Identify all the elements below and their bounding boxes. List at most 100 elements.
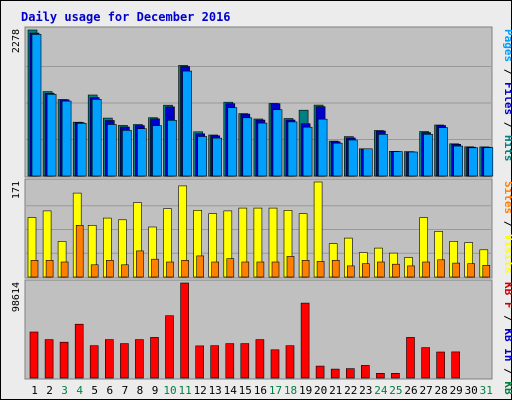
bar-kb-f-day-18 bbox=[285, 345, 295, 379]
bar-pages-day-13 bbox=[212, 137, 222, 177]
legend-entry: / bbox=[502, 62, 512, 82]
day-label-5: 5 bbox=[91, 384, 98, 397]
legend-entry: KB In bbox=[502, 328, 512, 361]
bar-pages-day-27 bbox=[423, 134, 433, 177]
bar-kb-f-day-8 bbox=[135, 339, 144, 379]
bar-kb-f-day-9 bbox=[150, 337, 159, 379]
day-label-19: 19 bbox=[299, 384, 312, 397]
legend-entry: Visits bbox=[502, 234, 512, 274]
bar-sites-day-6 bbox=[106, 259, 114, 278]
panel-3-legend: KB F / KB In / KB Out bbox=[502, 282, 512, 401]
day-label-22: 22 bbox=[344, 384, 357, 397]
bar-pages-day-25 bbox=[393, 151, 403, 177]
day-label-17: 17 bbox=[269, 384, 282, 397]
bar-sites-day-26 bbox=[407, 265, 415, 278]
bar-pages-day-6 bbox=[107, 124, 117, 177]
bar-kb-f-day-10 bbox=[165, 315, 174, 379]
bar-pages-day-18 bbox=[287, 121, 298, 177]
day-label-3: 3 bbox=[61, 384, 68, 397]
bar-pages-day-28 bbox=[438, 127, 448, 177]
bar-sites-day-10 bbox=[166, 261, 174, 278]
day-label-21: 21 bbox=[329, 384, 342, 397]
bar-kb-f-day-7 bbox=[120, 343, 129, 379]
bar-sites-day-7 bbox=[121, 264, 129, 278]
bar-sites-day-25 bbox=[392, 263, 400, 278]
bar-sites-day-18 bbox=[286, 256, 295, 278]
bar-pages-day-3 bbox=[61, 100, 72, 177]
bar-pages-day-30 bbox=[468, 147, 479, 177]
panel-2-legend: Sites / Visits bbox=[502, 181, 512, 274]
legend-entry: Sites bbox=[502, 181, 512, 214]
legend-entry: / bbox=[502, 214, 512, 234]
bar-sites-day-30 bbox=[467, 263, 476, 278]
bar-sites-day-20 bbox=[316, 261, 325, 278]
bar-kb-f-day-14 bbox=[225, 343, 235, 379]
bar-sites-day-17 bbox=[271, 261, 280, 278]
panel-1: 2278 Pages / Files / Hits bbox=[11, 26, 512, 178]
bar-pages-day-9 bbox=[152, 125, 162, 177]
bar-sites-day-24 bbox=[377, 261, 385, 278]
bar-pages-day-11 bbox=[182, 70, 192, 177]
panel-3: 98614 KB F / KB In / KB Out bbox=[11, 279, 512, 406]
bar-pages-day-29 bbox=[453, 145, 464, 177]
bar-kb-f-day-4 bbox=[74, 323, 84, 379]
bar-pages-day-26 bbox=[408, 151, 418, 177]
bar-kb-f-day-5 bbox=[89, 345, 99, 379]
bar-kb-f-day-23 bbox=[360, 365, 370, 379]
bar-sites-day-3 bbox=[60, 261, 69, 278]
chart-title: Daily usage for December 2016 bbox=[21, 10, 231, 24]
day-label-15: 15 bbox=[239, 384, 252, 397]
bar-sites-day-5 bbox=[90, 264, 99, 278]
day-label-10: 10 bbox=[163, 384, 176, 397]
day-label-1: 1 bbox=[31, 384, 38, 397]
day-label-23: 23 bbox=[359, 384, 372, 397]
bar-kb-f-day-11 bbox=[180, 282, 189, 379]
day-label-27: 27 bbox=[419, 384, 432, 397]
bar-sites-day-14 bbox=[226, 258, 235, 278]
bar-kb-f-day-13 bbox=[210, 345, 219, 379]
bar-sites-day-4 bbox=[75, 225, 84, 278]
legend-entry: Files bbox=[502, 82, 512, 115]
bar-pages-day-21 bbox=[332, 142, 343, 177]
day-label-12: 12 bbox=[194, 384, 207, 397]
day-label-25: 25 bbox=[389, 384, 402, 397]
bar-pages-day-5 bbox=[91, 99, 102, 177]
bar-pages-day-16 bbox=[257, 122, 268, 177]
bar-sites-day-22 bbox=[346, 265, 355, 278]
bar-kb-f-day-25 bbox=[391, 372, 400, 379]
legend-entry: / bbox=[502, 362, 512, 382]
bar-pages-day-23 bbox=[362, 148, 373, 177]
bar-sites-day-21 bbox=[331, 259, 340, 278]
day-label-24: 24 bbox=[374, 384, 388, 397]
panel-1-legend: Pages / Files / Hits bbox=[502, 29, 512, 162]
day-labels: 1 2 3 4 5 6 7 8 9 10 11 12 13 14 15 16 17 18 19 20 21 22 23 24 2… bbox=[31, 384, 493, 397]
bar-pages-day-24 bbox=[378, 134, 388, 177]
panel-2: 171 Sites / Visits bbox=[11, 178, 512, 279]
day-label-28: 28 bbox=[434, 384, 447, 397]
bar-sites-day-2 bbox=[45, 259, 54, 278]
bar-kb-f-day-1 bbox=[29, 331, 39, 379]
legend-entry: KB Out bbox=[502, 381, 512, 401]
day-label-2: 2 bbox=[46, 384, 53, 397]
bar-kb-f-day-21 bbox=[330, 368, 340, 379]
day-label-9: 9 bbox=[152, 384, 159, 397]
bar-kb-f-day-6 bbox=[105, 339, 114, 379]
bar-sites-day-15 bbox=[241, 261, 250, 278]
bar-pages-day-15 bbox=[242, 117, 253, 177]
bar-kb-f-day-3 bbox=[59, 341, 69, 379]
legend-entry: Hits bbox=[502, 135, 512, 162]
bar-kb-f-day-26 bbox=[406, 337, 415, 379]
bar-pages-day-2 bbox=[46, 94, 57, 177]
bar-pages-day-1 bbox=[31, 34, 42, 177]
legend-entry: Pages bbox=[502, 29, 512, 62]
bar-sites-day-11 bbox=[181, 259, 189, 278]
bar-sites-day-31 bbox=[482, 264, 491, 278]
y-max-label: 98614 bbox=[11, 282, 22, 312]
day-label-7: 7 bbox=[122, 384, 129, 397]
bar-sites-day-19 bbox=[301, 259, 310, 278]
legend-entry: KB F bbox=[502, 282, 512, 309]
bar-sites-day-8 bbox=[136, 250, 144, 278]
bar-pages-day-31 bbox=[483, 147, 494, 177]
